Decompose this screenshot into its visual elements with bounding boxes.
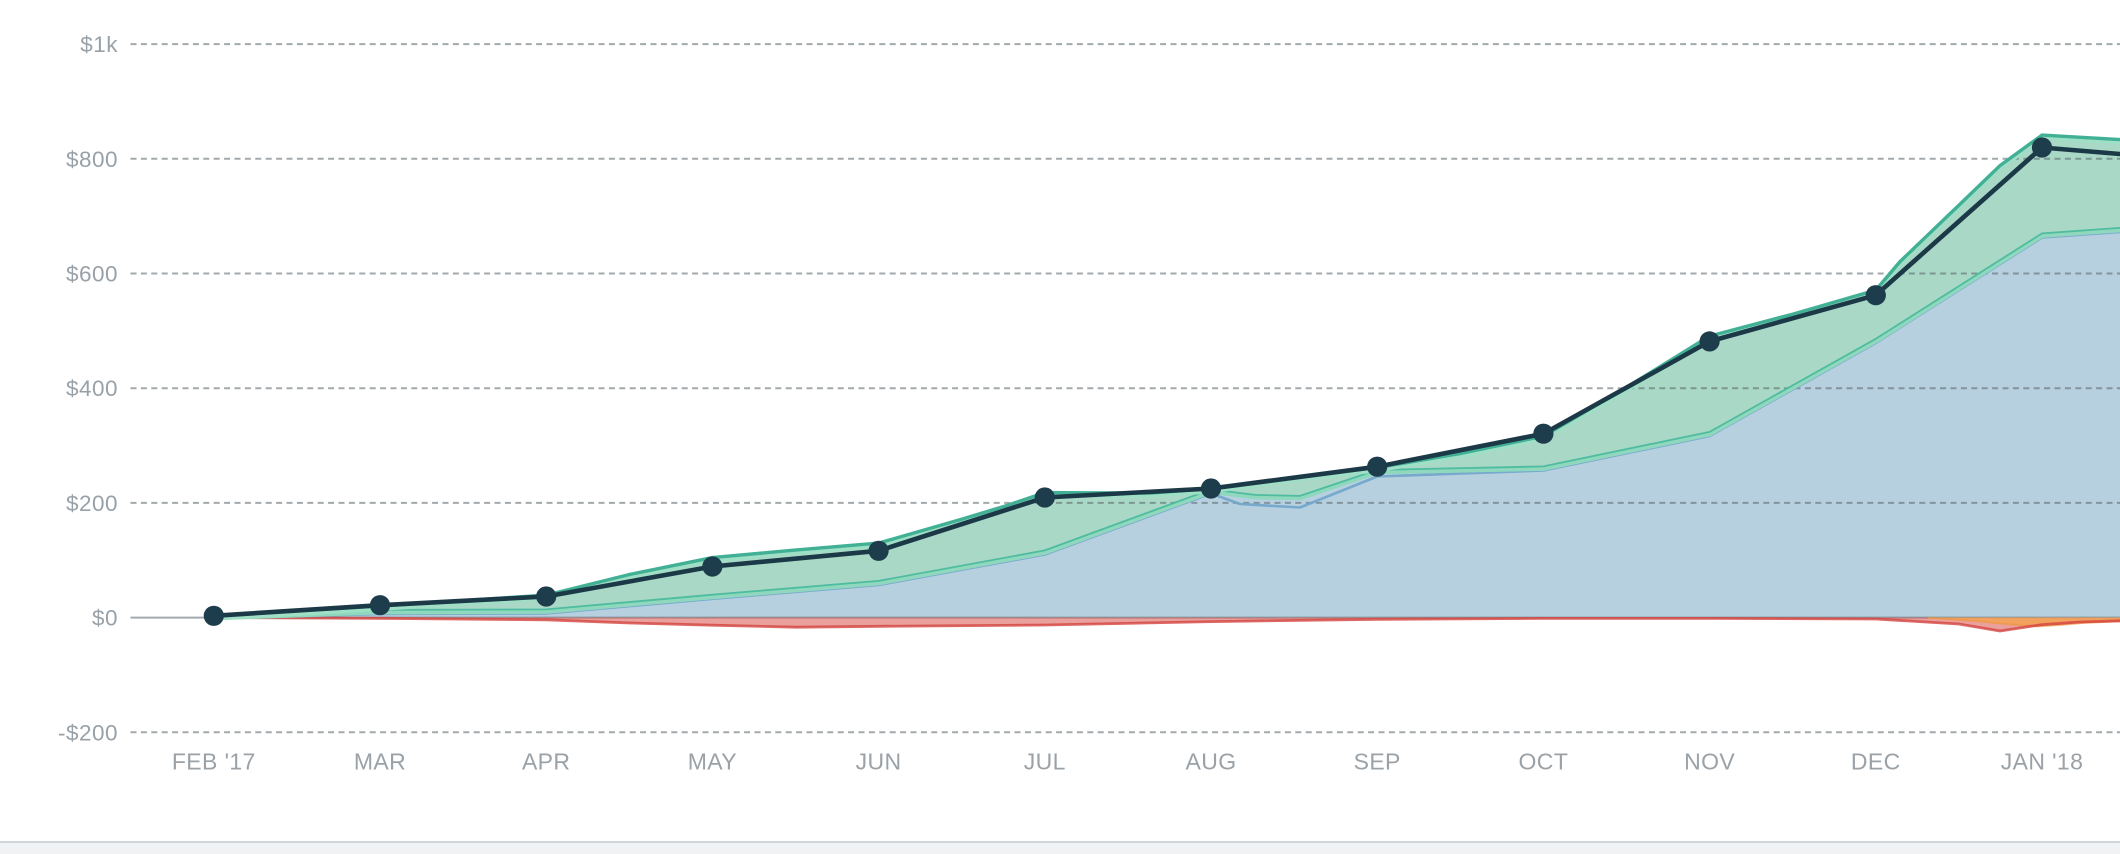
svg-text:JUL: JUL	[1024, 749, 1066, 775]
svg-text:$600: $600	[66, 262, 118, 287]
svg-text:$1k: $1k	[80, 32, 118, 57]
svg-text:OCT: OCT	[1519, 749, 1569, 775]
svg-text:MAR: MAR	[354, 749, 406, 775]
svg-text:NOV: NOV	[1684, 749, 1735, 775]
svg-text:$400: $400	[66, 376, 118, 401]
svg-text:-$200: -$200	[58, 720, 118, 745]
svg-text:JUN: JUN	[856, 749, 902, 775]
svg-text:AUG: AUG	[1185, 749, 1236, 775]
svg-text:$200: $200	[66, 491, 118, 516]
svg-text:APR: APR	[522, 749, 571, 775]
svg-text:$0: $0	[92, 606, 118, 631]
svg-text:$800: $800	[66, 147, 118, 172]
svg-text:MAY: MAY	[688, 749, 737, 775]
svg-text:JAN '18: JAN '18	[2001, 749, 2084, 775]
svg-text:FEB '17: FEB '17	[172, 749, 256, 775]
svg-text:DEC: DEC	[1851, 749, 1901, 775]
svg-text:SEP: SEP	[1354, 749, 1401, 775]
